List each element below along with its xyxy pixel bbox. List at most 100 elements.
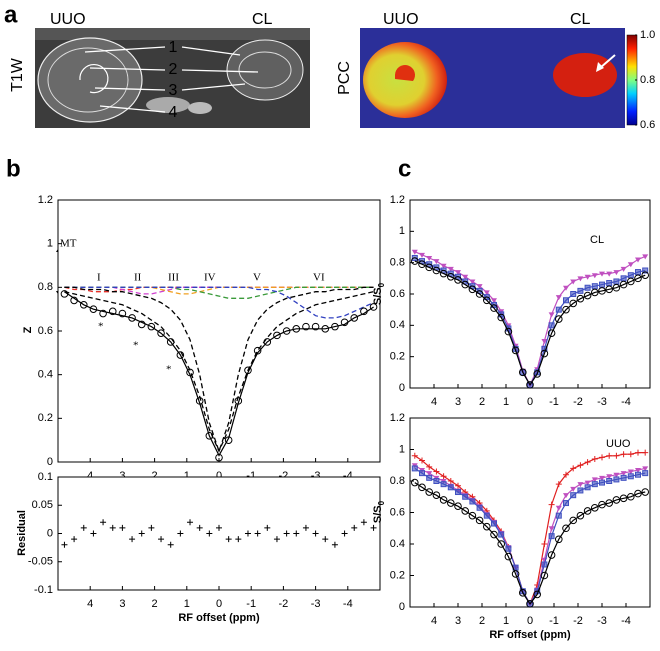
data-point xyxy=(454,502,462,511)
data-point xyxy=(598,287,606,295)
x-tick-label: -1 xyxy=(549,615,559,627)
data-point xyxy=(454,276,462,284)
data-point xyxy=(483,512,490,519)
series-line xyxy=(64,291,374,453)
y-tick-label: 0.4 xyxy=(390,319,405,331)
data-point xyxy=(244,530,251,537)
data-point xyxy=(641,271,650,280)
data-point xyxy=(187,519,194,526)
annotation: V xyxy=(253,272,261,284)
data-point xyxy=(283,530,290,537)
y-tick-label: 0.1 xyxy=(38,471,53,483)
data-point xyxy=(196,524,203,531)
data-point xyxy=(61,541,68,548)
data-point xyxy=(642,470,649,477)
data-point xyxy=(483,296,491,305)
data-point xyxy=(599,475,605,481)
x-tick-label: 0 xyxy=(527,615,533,627)
y-tick-label: 0.8 xyxy=(38,281,53,293)
data-point xyxy=(634,489,642,498)
data-point xyxy=(541,561,548,568)
data-point xyxy=(577,487,584,494)
data-point xyxy=(606,452,613,459)
x-tick-label: 2 xyxy=(479,615,485,627)
data-point xyxy=(584,274,591,280)
data-point xyxy=(461,507,470,515)
data-point xyxy=(634,274,642,283)
data-point xyxy=(599,281,605,288)
data-point xyxy=(548,312,555,318)
data-point xyxy=(599,271,605,277)
data-point xyxy=(606,478,613,484)
data-point xyxy=(468,285,477,294)
data-point xyxy=(108,307,117,316)
data-point xyxy=(447,266,454,272)
data-point xyxy=(570,492,577,499)
data-point xyxy=(322,536,329,543)
data-point xyxy=(244,366,252,375)
data-point xyxy=(555,505,562,511)
data-point xyxy=(591,283,598,290)
data-point xyxy=(620,266,627,272)
data-point xyxy=(419,457,425,464)
data-point xyxy=(591,481,598,488)
data-point xyxy=(599,479,605,486)
data-point xyxy=(79,301,88,309)
data-point xyxy=(90,530,97,537)
data-point xyxy=(619,494,628,503)
data-point xyxy=(541,541,548,547)
data-point xyxy=(70,296,78,305)
data-point xyxy=(491,298,497,304)
x-axis-label: RF offset (ppm) xyxy=(178,612,260,624)
annotation: UUO xyxy=(606,438,631,450)
data-point xyxy=(462,274,469,280)
data-point xyxy=(563,471,569,478)
data-point xyxy=(340,318,349,327)
y-tick-label: 1.2 xyxy=(390,194,405,206)
data-point xyxy=(526,381,534,389)
x-tick-label: -4 xyxy=(621,615,631,627)
data-point xyxy=(148,524,155,531)
x-tick-label: 1 xyxy=(184,598,190,610)
data-point xyxy=(642,267,649,274)
data-point xyxy=(540,571,549,580)
y-tick-label: 0 xyxy=(47,527,53,539)
data-point xyxy=(176,351,185,359)
x-tick-label: -4 xyxy=(343,470,353,482)
x-tick-label: -4 xyxy=(343,598,353,610)
data-point xyxy=(497,540,506,548)
data-point xyxy=(455,482,461,489)
data-point xyxy=(71,536,78,543)
region-label: 3 xyxy=(169,82,178,99)
data-point xyxy=(591,503,599,512)
data-point xyxy=(138,530,145,537)
data-point xyxy=(606,280,613,287)
data-point xyxy=(166,338,175,346)
plot-area xyxy=(57,476,381,591)
data-point xyxy=(620,451,627,458)
y-tick-label: 1.2 xyxy=(38,194,53,206)
plot-area xyxy=(409,417,651,608)
data-point xyxy=(569,299,578,308)
data-point xyxy=(613,452,620,459)
data-point xyxy=(555,481,562,488)
data-point xyxy=(302,524,309,531)
data-point xyxy=(620,471,627,477)
data-point xyxy=(282,327,291,335)
data-point xyxy=(563,297,569,304)
data-point xyxy=(541,345,548,352)
data-point xyxy=(619,280,628,289)
data-point xyxy=(562,524,570,533)
x-tick-label: 3 xyxy=(119,598,125,610)
x-tick-label: -3 xyxy=(597,396,607,408)
data-point xyxy=(555,315,563,323)
data-point xyxy=(612,283,621,292)
x-tick-label: -1 xyxy=(246,598,256,610)
data-point xyxy=(433,468,440,475)
data-point xyxy=(606,474,613,480)
x-axis-label: RF offset (ppm) xyxy=(489,629,571,641)
data-point xyxy=(584,459,591,466)
data-point xyxy=(426,471,433,477)
series-line xyxy=(64,286,374,454)
data-point xyxy=(205,432,214,440)
